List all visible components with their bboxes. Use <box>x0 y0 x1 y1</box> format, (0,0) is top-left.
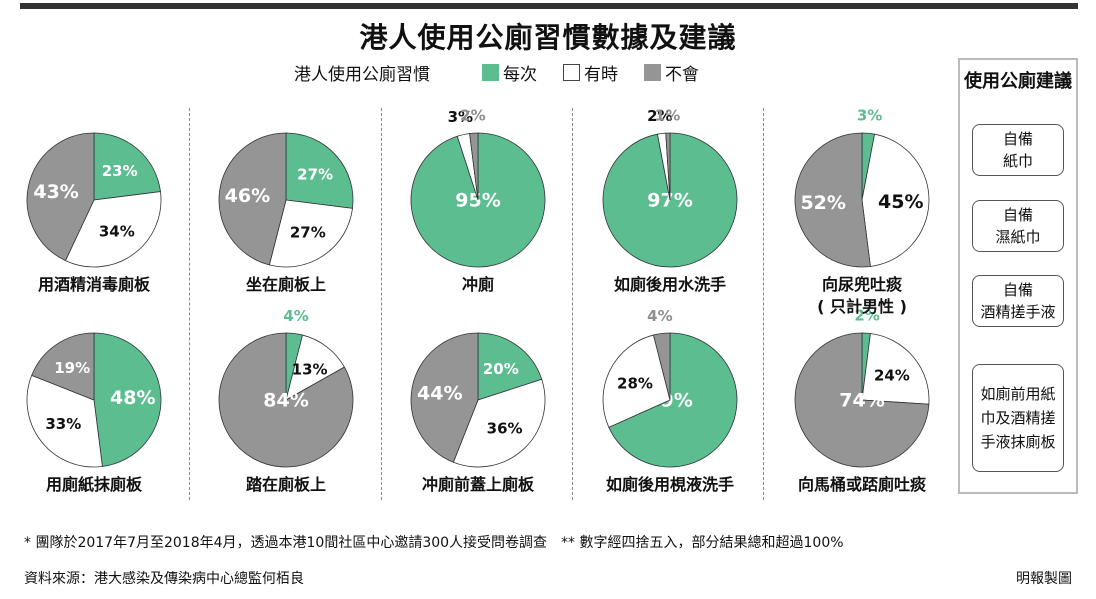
pie-category-label: 冲廁前蓋上廁板 <box>421 475 534 494</box>
pie-category-label: 如廁後用水洗手 <box>613 275 726 294</box>
slice-every-time <box>608 332 738 468</box>
legend-title: 港人使用公廁習慣 <box>294 64 430 85</box>
legend-label: 不會 <box>665 64 699 85</box>
footnote-source: 資料來源：港大感染及傳染病中心總監何栢良 <box>24 571 304 587</box>
slice-value-label: 74% <box>839 390 884 412</box>
slice-every-time <box>93 132 161 201</box>
slice-value-label: 97% <box>647 190 692 212</box>
slice-value-label: 3% <box>857 107 882 125</box>
slice-every-time <box>285 132 354 209</box>
advice-title: 使用公廁建議 <box>964 71 1072 92</box>
legend-item-sometimes: 有時 <box>563 60 618 85</box>
slice-value-label: 95% <box>455 190 500 212</box>
pie-category-label: 用廁紙抹廁板 <box>45 475 142 494</box>
slice-value-label: 4% <box>283 307 308 325</box>
slice-never <box>469 132 479 201</box>
slice-never <box>218 132 287 266</box>
slice-value-label: 43% <box>33 181 78 203</box>
slice-value-label: 2% <box>854 306 879 324</box>
slice-value-label: 44% <box>417 382 462 404</box>
pie-category-label: 坐在廁板上 <box>245 275 326 294</box>
chart-title: 港人使用公廁習慣數據及建議 <box>359 21 737 54</box>
legend: 港人使用公廁習慣 每次 有時 不會 <box>294 58 725 86</box>
slice-value-label: 20% <box>483 360 519 378</box>
slice-value-label: 27% <box>290 223 326 241</box>
slice-every-time <box>93 332 162 467</box>
slice-value-label: 46% <box>225 185 270 207</box>
column-divider <box>189 108 190 500</box>
slice-value-label: 13% <box>292 360 328 378</box>
slice-value-label: 24% <box>874 367 910 385</box>
legend-swatch-green <box>482 63 499 81</box>
slice-value-label: 28% <box>617 374 653 392</box>
pie-category-label: 向馬桶或踎廁吐痰 <box>797 475 926 494</box>
advice-panel: 使用公廁建議 自備 紙巾 自備 濕紙巾 自備 酒精搓手液 如廁前用紙 巾及酒精搓… <box>958 58 1078 494</box>
slice-never <box>665 132 671 201</box>
slice-value-label: 4% <box>647 307 672 325</box>
column-divider <box>381 108 382 500</box>
slice-value-label: 27% <box>297 166 333 184</box>
advice-item-wipe-seat: 如廁前用紙 巾及酒精搓 手液抹廁板 <box>972 364 1064 472</box>
slice-value-label: 23% <box>102 162 138 180</box>
footnote-survey: * 團隊於2017年7月至2018年4月，透過本港10間社區中心邀請300人接受… <box>24 535 844 551</box>
slice-never <box>26 132 95 262</box>
slice-never <box>218 332 354 468</box>
legend-label: 每次 <box>503 64 537 85</box>
slice-value-label: 2% <box>647 107 672 125</box>
legend-label: 有時 <box>584 64 618 85</box>
legend-swatch-white <box>563 63 580 81</box>
slice-sometimes <box>861 133 930 267</box>
slice-sometimes <box>861 333 930 405</box>
slice-value-label: 84% <box>263 390 308 412</box>
slice-value-label: 1% <box>655 106 680 124</box>
pie-category-label: 冲廁 <box>461 275 494 294</box>
slice-value-label: 19% <box>54 359 90 377</box>
slice-never <box>794 132 871 268</box>
column-divider <box>763 108 764 500</box>
pie-category-label: 向尿兜吐痰 ( 只計男性 ) <box>817 275 907 316</box>
slice-never <box>31 332 95 401</box>
slice-never <box>410 332 479 463</box>
slice-value-label: 36% <box>487 420 523 438</box>
column-divider <box>572 108 573 500</box>
slice-sometimes <box>268 199 353 268</box>
legend-swatch-gray <box>644 63 661 81</box>
slice-value-label: 33% <box>45 415 81 433</box>
top-rule <box>20 3 1078 9</box>
slice-value-label: 3% <box>448 108 473 126</box>
slice-never <box>653 332 671 401</box>
slice-every-time <box>477 332 543 401</box>
slice-value-label: 52% <box>800 192 845 214</box>
slice-value-label: 45% <box>878 191 923 213</box>
legend-item-every-time: 每次 <box>482 60 537 85</box>
pie-category-label: 如廁後用梘液洗手 <box>605 475 734 494</box>
pies-svg: 23%34%43%27%27%46% 95%3%2%97%2%1% 3%45%52%… <box>26 106 930 468</box>
slice-sometimes <box>452 378 546 468</box>
legend-item-never: 不會 <box>644 60 699 85</box>
pie-category-label: 踏在廁板上 <box>245 475 326 494</box>
advice-item-wet-wipes: 自備 濕紙巾 <box>972 200 1064 252</box>
slice-value-label: 2% <box>460 106 485 124</box>
advice-item-sanitizer: 自備 酒精搓手液 <box>972 275 1064 327</box>
advice-item-tissue: 自備 紙巾 <box>972 124 1064 176</box>
slice-never <box>794 332 930 468</box>
credit: 明報製圖 <box>1016 571 1072 587</box>
slice-value-label: 34% <box>99 223 135 241</box>
pie-category-label: 用酒精消毒廁板 <box>37 275 150 294</box>
slice-sometimes <box>602 334 671 428</box>
slice-sometimes <box>26 374 103 468</box>
slice-value-label: 48% <box>110 387 155 409</box>
pie-charts-area: 23% 34% 43% 27% 27% 46% 95% 3% 2% 97% 2% 1% 3% 45% 52%… <box>26 106 930 494</box>
